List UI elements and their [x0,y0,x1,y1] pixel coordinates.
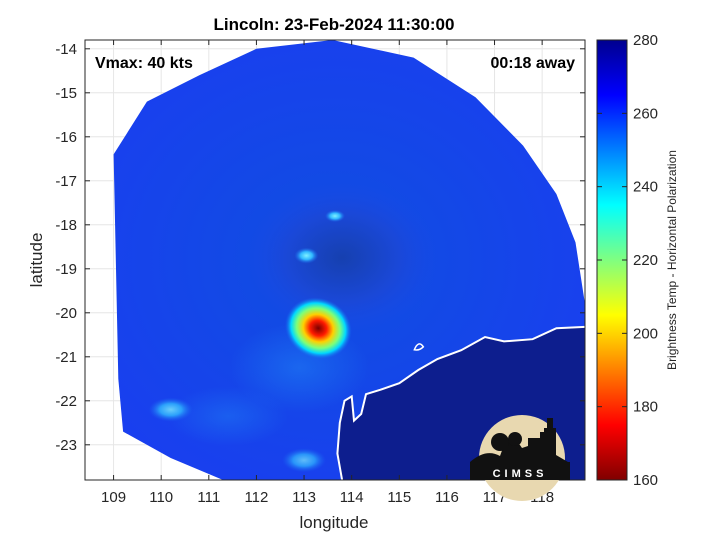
colorbar-tick-label: 200 [633,325,658,342]
y-axis-label: latitude [27,233,46,288]
y-tick-label: -20 [55,305,77,322]
colorbar-tick-label: 240 [633,179,658,196]
x-tick-label: 109 [101,489,126,506]
x-tick-label: 114 [340,489,364,506]
logo-text: CIMSS [493,468,548,480]
y-tick-label: -22 [55,393,77,410]
cimss-logo: CIMSS [470,415,570,501]
y-axis-ticks: -14 -15 -16 -17 -18 -19 -20 -21 -22 -23 [55,41,585,454]
x-tick-label: 112 [244,489,268,506]
colorbar-tick-label: 180 [633,399,658,416]
colorbar-tick-label: 280 [633,32,658,49]
x-axis-ticks: 109 110 111 112 113 114 115 116 117 118 [101,40,554,506]
y-tick-label: -21 [55,349,77,366]
colorbar-tick-label: 160 [633,472,658,489]
colorbar-tick-label: 220 [633,252,658,269]
y-tick-label: -14 [55,41,77,58]
y-tick-label: -18 [55,217,77,234]
y-tick-label: -17 [55,173,77,190]
axes-box [84,39,586,481]
y-tick-label: -19 [55,261,77,278]
time-away-annotation: 00:18 away [490,55,575,72]
y-tick-label: -23 [55,437,77,454]
colorbar-tick-label: 260 [633,105,658,122]
x-tick-label: 111 [197,489,220,506]
y-tick-label: -16 [55,129,77,146]
islet [413,343,425,351]
x-axis-label: longitude [299,513,368,532]
x-tick-label: 110 [149,489,173,506]
vmax-annotation: Vmax: 40 kts [95,55,193,72]
colorbar-label: Brightness Temp - Horizontal Polarizatio… [665,150,679,370]
y-tick-label: -15 [55,85,77,102]
x-tick-label: 116 [435,489,459,506]
x-tick-label: 115 [387,489,411,506]
chart-title: Lincoln: 23-Feb-2024 11:30:00 [214,15,455,34]
colorbar-ticks: 160 180 200 220 240 260 280 [597,32,658,489]
coastline [336,325,585,480]
x-tick-label: 113 [292,489,316,506]
